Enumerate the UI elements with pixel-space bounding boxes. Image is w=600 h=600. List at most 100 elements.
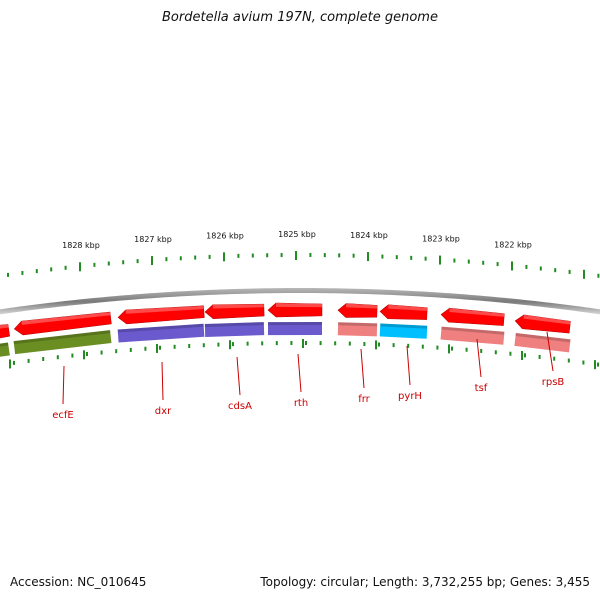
gene-leader-line bbox=[297, 353, 302, 393]
cog-bar-shade bbox=[0, 342, 9, 350]
inner-minor-tick bbox=[334, 341, 337, 346]
cog-bar-rpsB bbox=[514, 333, 571, 353]
inner-minor-tick bbox=[378, 342, 380, 347]
inner-minor-tick bbox=[465, 347, 468, 352]
ruler-minor-tick bbox=[35, 269, 38, 274]
gene-label-cdsA: cdsA bbox=[228, 401, 252, 412]
inner-minor-tick bbox=[553, 356, 556, 361]
map-title: Bordetella avium 197N, complete genome bbox=[162, 10, 438, 25]
cds-arrow-ecfE bbox=[13, 311, 112, 336]
inner-major-tick bbox=[594, 360, 596, 370]
gene-leader-line bbox=[476, 338, 482, 378]
inner-minor-tick bbox=[319, 341, 322, 346]
ruler-label: 1828 kbp bbox=[62, 241, 100, 250]
ruler-minor-tick bbox=[496, 262, 499, 267]
inner-minor-tick bbox=[494, 350, 497, 355]
inner-minor-tick bbox=[261, 341, 264, 346]
cds-highlight bbox=[212, 304, 264, 309]
gene-label-ecfE: ecfE bbox=[52, 410, 74, 421]
inner-major-tick bbox=[83, 350, 85, 360]
ruler-major-tick bbox=[79, 262, 81, 272]
ruler-minor-tick bbox=[410, 255, 413, 260]
inner-minor-tick bbox=[421, 344, 424, 349]
ruler-major-tick bbox=[367, 252, 369, 262]
ruler-minor-tick bbox=[208, 254, 211, 259]
cog-bar-rth bbox=[267, 321, 323, 336]
inner-minor-tick bbox=[56, 355, 59, 360]
cog-bar-pyrH bbox=[379, 323, 428, 339]
cds-arrow-partial bbox=[0, 324, 10, 341]
ruler-minor-tick bbox=[539, 266, 542, 271]
inner-minor-tick bbox=[290, 341, 293, 346]
ruler-minor-tick bbox=[21, 270, 24, 275]
ruler-major-tick bbox=[511, 261, 513, 271]
ruler-minor-tick bbox=[424, 256, 427, 261]
gene-leader-line bbox=[62, 365, 65, 405]
ruler-minor-tick bbox=[237, 253, 240, 258]
cog-bar-shade bbox=[13, 330, 111, 345]
inner-minor-tick bbox=[232, 342, 234, 347]
ruler-label: 1826 kbp bbox=[206, 231, 244, 240]
ruler-minor-tick bbox=[280, 253, 283, 258]
inner-minor-tick bbox=[188, 343, 191, 348]
inner-minor-tick bbox=[392, 343, 395, 348]
inner-major-tick bbox=[521, 350, 523, 360]
cds-highlight bbox=[21, 312, 111, 325]
inner-minor-tick bbox=[129, 347, 132, 352]
ruler-minor-tick bbox=[179, 256, 182, 261]
cog-bar-shade bbox=[117, 323, 204, 333]
gene-label-pyrH: pyrH bbox=[398, 391, 422, 402]
inner-minor-tick bbox=[348, 341, 351, 346]
inner-minor-tick bbox=[597, 362, 599, 367]
ruler-minor-tick bbox=[122, 260, 125, 265]
inner-minor-tick bbox=[71, 353, 74, 358]
cog-bar-shade bbox=[204, 322, 264, 327]
cog-bar-cdsA bbox=[204, 322, 265, 337]
cog-bar-partial bbox=[0, 342, 10, 360]
ruler-minor-tick bbox=[309, 253, 312, 258]
gene-label-rth: rth bbox=[294, 398, 308, 409]
gene-leader-line bbox=[161, 361, 164, 401]
inner-major-tick bbox=[229, 340, 231, 350]
inner-minor-tick bbox=[159, 345, 161, 350]
cds-arrow-rpsB bbox=[514, 314, 571, 334]
cds-highlight bbox=[125, 305, 204, 314]
inner-minor-tick bbox=[86, 352, 88, 357]
ruler-minor-tick bbox=[568, 269, 571, 274]
cog-bar-ecfE bbox=[13, 330, 112, 355]
ruler-minor-tick bbox=[338, 253, 341, 258]
inner-minor-tick bbox=[436, 345, 439, 350]
inner-minor-tick bbox=[451, 346, 453, 351]
inner-major-tick bbox=[375, 340, 377, 350]
cog-bar-shade bbox=[338, 322, 378, 327]
gene-label-dxr: dxr bbox=[155, 406, 172, 417]
inner-minor-tick bbox=[509, 351, 512, 356]
inner-minor-tick bbox=[13, 360, 15, 365]
cds-highlight bbox=[449, 308, 505, 317]
ruler-label: 1825 kbp bbox=[278, 230, 316, 239]
ruler-minor-tick bbox=[107, 261, 110, 266]
inner-minor-tick bbox=[480, 348, 483, 353]
gene-leader-line bbox=[236, 356, 241, 396]
accession-text: Accession: NC_010645 bbox=[10, 575, 147, 589]
cog-bar-tsf bbox=[440, 326, 505, 345]
inner-major-tick bbox=[302, 339, 304, 349]
ruler-minor-tick bbox=[597, 273, 600, 278]
ruler-label: 1824 kbp bbox=[350, 231, 388, 240]
ruler-minor-tick bbox=[395, 255, 398, 260]
inner-minor-tick bbox=[144, 346, 147, 351]
inner-major-tick bbox=[9, 359, 11, 369]
inner-minor-tick bbox=[173, 344, 176, 349]
inner-minor-tick bbox=[407, 343, 410, 348]
inner-major-tick bbox=[448, 344, 450, 354]
genome-backbone bbox=[0, 288, 600, 315]
ruler-label: 1827 kbp bbox=[134, 235, 172, 244]
inner-minor-tick bbox=[363, 342, 366, 347]
cog-bar-frr bbox=[337, 322, 378, 337]
cog-bar-shade bbox=[380, 323, 428, 329]
cog-bar-shade bbox=[515, 333, 571, 343]
cds-highlight bbox=[346, 303, 378, 309]
inner-minor-tick bbox=[582, 360, 585, 365]
ruler-major-tick bbox=[223, 252, 225, 262]
